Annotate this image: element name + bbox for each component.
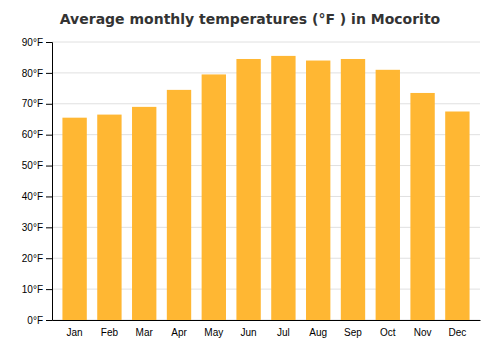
y-axis: 0°F 10°F 20°F 30°F 40°F 50°F 60°F 70°F 80°F 90°F <box>22 37 53 326</box>
tick-mark <box>46 320 52 321</box>
plot: 0°F 10°F 20°F 30°F 40°F 50°F 60°F 70°F 80°F 90°F J… <box>22 37 481 338</box>
bar <box>132 107 156 320</box>
grid-line <box>52 72 480 73</box>
tick-label: Mar <box>136 327 154 338</box>
tick-label: 10°F <box>22 284 43 295</box>
bars <box>62 56 469 320</box>
tick: Jan <box>67 327 83 338</box>
tick-label: Dec <box>448 327 466 338</box>
tick-label: 80°F <box>22 68 43 79</box>
tick: Jul <box>277 327 290 338</box>
tick-label: 0°F <box>27 315 43 326</box>
tick: 90°F <box>22 37 52 48</box>
tick-label: Jan <box>67 327 83 338</box>
tick-mark <box>46 104 52 105</box>
tick-label: Jul <box>277 327 290 338</box>
tick: Apr <box>171 327 187 338</box>
axis-line <box>46 43 53 321</box>
tick: 50°F <box>22 160 52 171</box>
tick-label: 50°F <box>22 160 43 171</box>
tick: 60°F <box>22 129 52 140</box>
axis-line <box>53 320 481 321</box>
tick-label: Aug <box>309 327 327 338</box>
chart: Average monthly temperatures (°F ) in Mo… <box>0 0 500 350</box>
tick-label: 60°F <box>22 129 43 140</box>
bar <box>97 115 121 320</box>
tick-label: Apr <box>171 327 187 338</box>
bar <box>62 118 86 320</box>
bar <box>271 56 295 320</box>
tick: 80°F <box>22 68 52 79</box>
title: Average monthly temperatures (°F ) in Mo… <box>60 11 441 27</box>
tick-mark <box>46 73 52 74</box>
bar <box>306 61 330 320</box>
tick: Feb <box>101 327 119 338</box>
tick: Dec <box>448 327 466 338</box>
tick-mark <box>46 258 52 259</box>
tick-mark <box>46 42 52 43</box>
tick: Sep <box>344 327 362 338</box>
tick-mark <box>46 227 52 228</box>
tick: 20°F <box>22 253 52 264</box>
bar <box>376 70 400 320</box>
bar <box>341 59 365 320</box>
tick-label: 20°F <box>22 253 43 264</box>
tick-label: 40°F <box>22 191 43 202</box>
tick: 40°F <box>22 191 52 202</box>
tick-mark <box>46 196 52 197</box>
bar <box>236 59 260 320</box>
bar <box>445 112 469 321</box>
tick-label: Nov <box>414 327 432 338</box>
tick: Jun <box>241 327 257 338</box>
tick-label: Jun <box>241 327 257 338</box>
grid-line <box>52 42 480 43</box>
tick-label: 90°F <box>22 37 43 48</box>
tick: Mar <box>136 327 154 338</box>
tick-mark <box>46 135 52 136</box>
tick: Nov <box>414 327 432 338</box>
tick: 30°F <box>22 222 52 233</box>
tick-label: May <box>204 327 223 338</box>
tick: Oct <box>380 327 396 338</box>
tick-label: Sep <box>344 327 362 338</box>
bar <box>167 90 191 320</box>
tick: 0°F <box>27 315 52 326</box>
tick-mark <box>46 289 52 290</box>
tick-label: 30°F <box>22 222 43 233</box>
tick-label: Oct <box>380 327 396 338</box>
tick-label: Feb <box>101 327 119 338</box>
tick: May <box>204 327 223 338</box>
grid <box>52 42 480 320</box>
bar <box>410 93 434 320</box>
tick: Aug <box>309 327 327 338</box>
tick-label: 70°F <box>22 98 43 109</box>
tick: 70°F <box>22 98 52 109</box>
x-axis: Jan Feb Mar Apr May Jun Jul Aug Sep Oct Nov Dec <box>53 321 481 339</box>
tick-mark <box>46 166 52 167</box>
tick: 10°F <box>22 284 52 295</box>
bar <box>202 74 226 320</box>
